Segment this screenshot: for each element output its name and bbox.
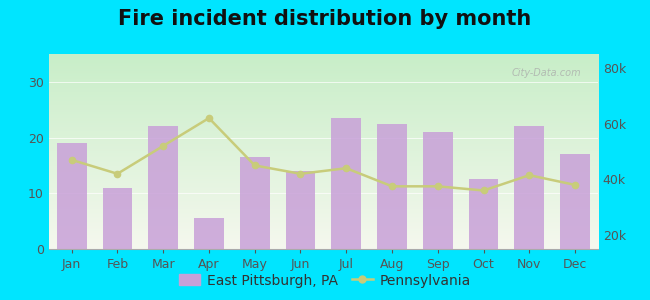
Bar [560,154,590,249]
Bar [103,188,133,249]
Bar [194,218,224,249]
Bar [240,157,270,249]
Legend: East Pittsburgh, PA, Pennsylvania: East Pittsburgh, PA, Pennsylvania [174,268,476,293]
Bar [332,118,361,249]
Bar [285,171,315,249]
Text: Fire incident distribution by month: Fire incident distribution by month [118,9,532,29]
Bar [423,132,452,249]
Bar [469,179,499,249]
Text: City-Data.com: City-Data.com [512,68,582,78]
Bar [377,124,407,249]
Bar [57,143,86,249]
Bar [514,126,544,249]
Bar [148,126,178,249]
